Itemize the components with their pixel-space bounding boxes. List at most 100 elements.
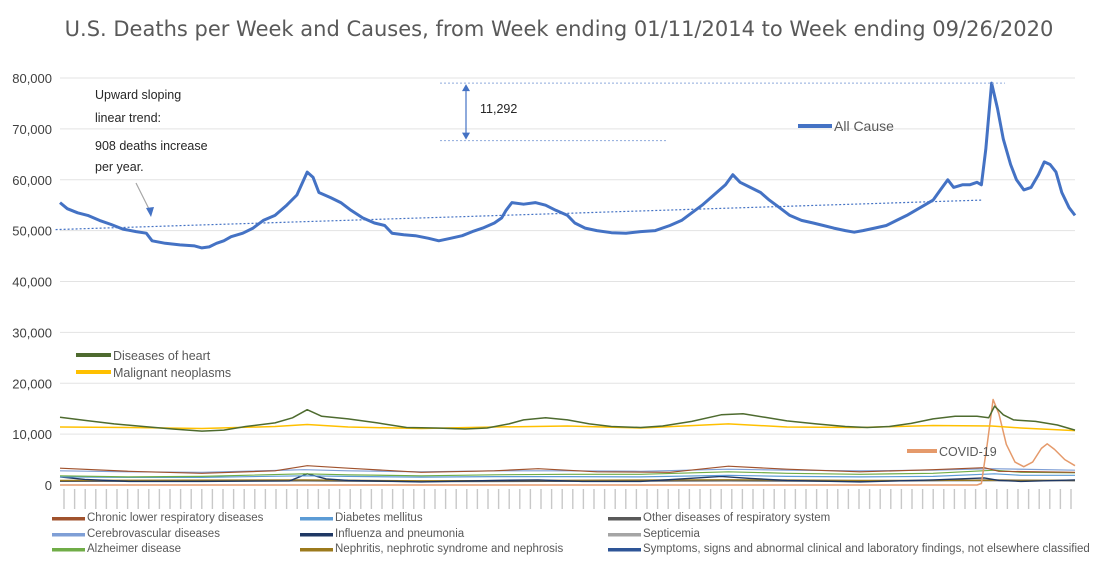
trend-text-line-4: per year. — [95, 160, 144, 174]
legend-label-alzheimer-disease: Alzheimer disease — [87, 543, 181, 555]
x-tick-label — [169, 489, 171, 509]
legend-label-other-diseases-of-respiratory-system: Other diseases of respiratory system — [643, 512, 830, 524]
chart-title: U.S. Deaths per Week and Causes, from We… — [65, 17, 1054, 41]
series-layer — [55, 81, 1077, 486]
x-tick-label — [413, 489, 415, 509]
x-tick-label — [678, 489, 680, 509]
legend-swatch-symptoms-signs-and-abnormal-clinical-and-laboratory-findings-not-elsewhere-classified — [608, 548, 641, 552]
legend-swatch-cerebrovascular-diseases — [52, 533, 85, 537]
x-tick-label — [296, 489, 298, 509]
x-tick-label — [784, 489, 786, 509]
x-tick-label — [815, 489, 818, 509]
x-tick-label — [285, 489, 288, 509]
trend-arrowhead-icon — [146, 207, 154, 217]
x-tick-label — [264, 489, 267, 509]
x-tick-label — [190, 489, 192, 509]
legend-swatch-malignant-neoplasms — [76, 370, 111, 374]
x-tick-label — [63, 489, 65, 509]
x-tick-label — [932, 489, 934, 509]
legend-swatch-diseases-of-heart — [76, 353, 111, 357]
x-tick-label — [328, 489, 330, 509]
x-tick-label — [455, 489, 457, 509]
x-tick-label — [444, 489, 447, 509]
series-diabetes-mellitus — [59, 473, 1075, 478]
x-tick-label — [275, 489, 277, 509]
x-tick-label — [974, 489, 977, 509]
legend-swatch-covid-19 — [907, 449, 937, 453]
x-tick-label — [95, 489, 97, 509]
x-tick-label — [222, 489, 224, 509]
x-tick-label — [858, 489, 860, 509]
x-tick-label — [201, 489, 203, 509]
y-tick-label: 20,000 — [12, 376, 52, 391]
x-tick-label — [911, 489, 913, 509]
trend-text-line-2: linear trend: — [95, 111, 161, 125]
x-tick-label — [837, 489, 839, 509]
y-tick-label: 0 — [45, 478, 52, 493]
x-tick-label — [148, 489, 150, 509]
x-tick-label — [996, 489, 998, 509]
gridlines — [60, 77, 1075, 435]
x-tick-label — [794, 489, 797, 509]
series-covid-19 — [60, 398, 1076, 486]
x-tick-label — [466, 489, 468, 509]
x-tick-label — [529, 489, 532, 509]
x-tick-label — [667, 489, 669, 509]
x-tick-label — [656, 489, 659, 509]
legend-swatch-diabetes-mellitus — [300, 517, 333, 521]
x-tick-label — [423, 489, 426, 509]
x-tick-label — [391, 489, 394, 509]
legend-all-cause: All Cause — [798, 118, 894, 134]
x-tick-label — [1017, 489, 1019, 509]
legend-swatch-alzheimer-disease — [52, 548, 85, 552]
y-tick-label: 50,000 — [12, 224, 52, 239]
x-tick-label — [137, 489, 139, 509]
trend-text-line-3: 908 deaths increase — [95, 139, 208, 153]
x-tick-label — [307, 489, 309, 509]
legend-bottom-group: Chronic lower respiratory diseases Diabet… — [52, 512, 1090, 555]
x-axis — [63, 489, 1072, 509]
x-tick-label — [741, 489, 744, 509]
x-tick-label — [900, 489, 903, 509]
x-tick-label — [572, 489, 574, 509]
x-tick-label — [254, 489, 256, 509]
x-tick-label — [1027, 489, 1030, 509]
x-tick-label — [879, 489, 881, 509]
x-tick-label — [868, 489, 871, 509]
y-axis: 0 10,000 20,000 30,000 40,000 50,000 60,000 70,… — [12, 71, 52, 493]
x-tick-label — [476, 489, 479, 509]
x-tick-label — [635, 489, 638, 509]
x-tick-label — [953, 489, 956, 509]
x-tick-label — [943, 489, 945, 509]
y-tick-label: 10,000 — [12, 427, 52, 442]
x-tick-label — [317, 489, 320, 509]
y-tick-label: 70,000 — [12, 122, 52, 137]
x-tick-label — [158, 489, 161, 509]
x-tick-label — [105, 489, 108, 509]
x-tick-label — [762, 489, 765, 509]
series-influenza-and-pneumonia — [59, 473, 1076, 483]
y-tick-label: 40,000 — [12, 275, 52, 290]
legend-swatch-other-diseases-of-respiratory-system — [608, 517, 641, 521]
x-tick-label — [826, 489, 828, 509]
trend-annotation: Upward sloping linear trend: 908 deaths … — [95, 88, 208, 217]
x-tick-label — [890, 489, 892, 509]
x-tick-label — [921, 489, 924, 509]
x-tick-label — [360, 489, 362, 509]
x-tick-label — [1059, 489, 1062, 509]
x-tick-label — [349, 489, 351, 509]
y-tick-label: 80,000 — [12, 71, 52, 86]
x-tick-label — [709, 489, 712, 509]
x-tick-label — [370, 489, 373, 509]
x-tick-label — [847, 489, 850, 509]
x-tick-label — [1070, 489, 1072, 509]
x-tick-label — [211, 489, 214, 509]
legend-label-symptoms-signs-and-abnormal-clinical-and-laboratory-findings-not-elsewhere-classified: Symptoms, signs and abnormal clinical an… — [643, 543, 1090, 555]
series-all-cause — [59, 81, 1077, 250]
x-tick-label — [1038, 489, 1040, 509]
x-tick-label — [508, 489, 510, 509]
x-tick-label — [561, 489, 563, 509]
gap-label: 11,292 — [480, 102, 517, 116]
legend-label-diseases-of-heart: Diseases of heart — [113, 349, 211, 363]
legend-label-chronic-lower-respiratory-diseases: Chronic lower respiratory diseases — [87, 512, 264, 524]
